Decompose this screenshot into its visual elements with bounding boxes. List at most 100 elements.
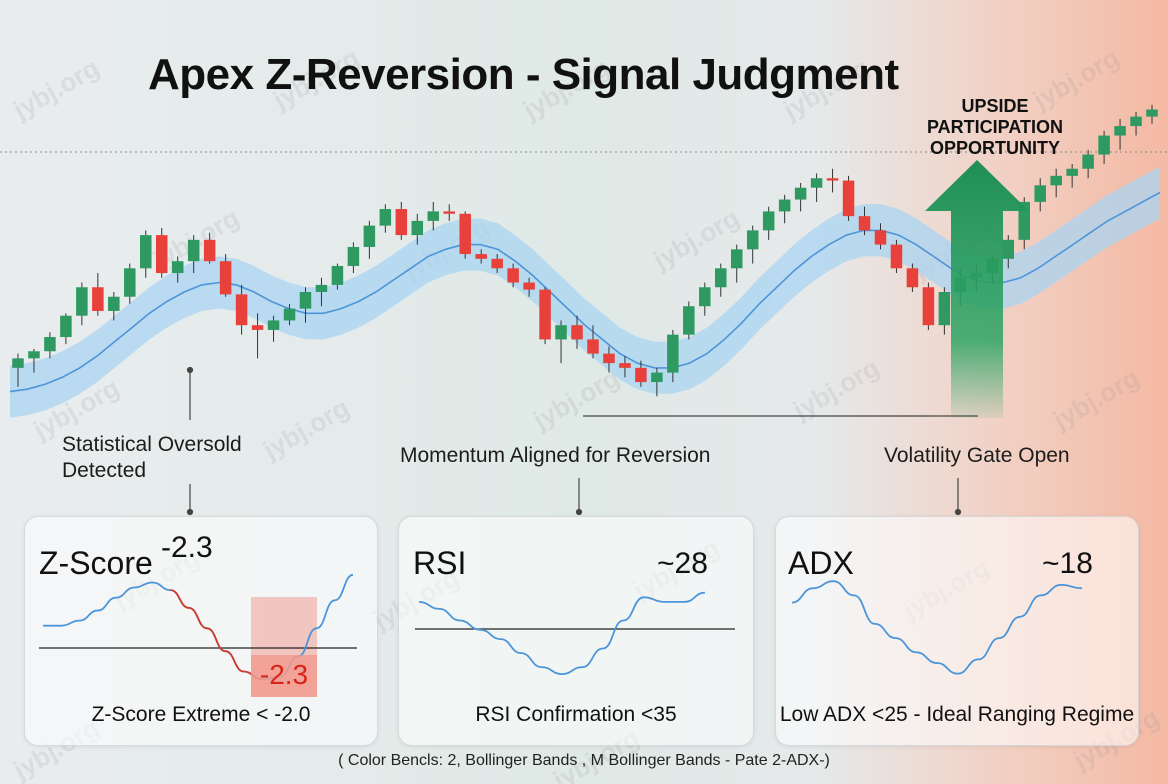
adx-value: ~18 — [1042, 547, 1093, 580]
upside-line-2: PARTICIPATION — [927, 117, 1063, 137]
candle-bullish — [76, 287, 88, 316]
watermark-text: jybj.org — [7, 52, 104, 125]
candle-bullish — [667, 334, 679, 373]
candle-bearish — [826, 178, 839, 181]
candle-bullish — [28, 351, 40, 359]
candle-bearish — [251, 325, 264, 330]
zscore-chart — [39, 573, 357, 697]
candle-bullish — [267, 320, 280, 330]
candle-bearish — [443, 211, 455, 214]
candle-bullish — [411, 220, 424, 236]
candle-bullish — [1002, 239, 1015, 259]
candle-bearish — [219, 261, 232, 295]
candle-bearish — [507, 268, 519, 283]
candle-bullish — [730, 249, 743, 269]
candle-bullish — [794, 187, 807, 200]
footer-note: ( Color Bencls: 2, Bollinger Bands , М B… — [338, 752, 830, 769]
candle-bullish — [683, 306, 695, 335]
adx-caption: Low ADX <25 - Ideal Ranging Regime — [779, 703, 1135, 726]
candle-bearish — [587, 339, 599, 354]
candle-bullish — [1098, 135, 1110, 155]
watermark-text: jybj.org — [787, 352, 884, 425]
candle-bullish — [1050, 175, 1062, 186]
candle-bullish — [778, 199, 791, 212]
candle-bearish — [203, 239, 216, 262]
candle-bullish — [12, 358, 24, 368]
oversold-line-1: Statistical Oversold — [62, 433, 242, 456]
upside-line-3: OPPORTUNITY — [929, 138, 1060, 158]
candle-bullish — [651, 372, 663, 383]
candle-bearish — [395, 209, 408, 236]
rsi-title: RSI — [413, 545, 467, 581]
candle-bearish — [858, 216, 871, 231]
zscore-marker-label: -2.3 — [259, 659, 309, 690]
candle-bearish — [603, 353, 615, 364]
candle-bullish — [1034, 185, 1046, 202]
zscore-marker-box — [251, 655, 317, 697]
candle-bearish — [619, 363, 631, 368]
candle-bullish — [299, 292, 312, 309]
candle-bullish — [108, 296, 120, 311]
candle-bullish — [1018, 201, 1030, 240]
oversold-annotation: Statistical Oversold Detected — [62, 432, 242, 484]
zscore-extreme-segment — [170, 589, 262, 681]
candle-bullish — [810, 178, 823, 188]
momentum-annotation: Momentum Aligned for Reversion — [400, 444, 711, 467]
candle-bullish — [363, 225, 376, 247]
candle-bearish — [571, 325, 583, 340]
candle-bearish — [523, 282, 535, 290]
candle-bullish — [315, 284, 328, 292]
rsi-chart — [415, 591, 735, 676]
candle-bearish — [539, 289, 551, 340]
adx-panel: ADX ~18 Low ADX <25 - Ideal Ranging Regi… — [775, 516, 1139, 746]
candle-bullish — [140, 235, 152, 269]
candle-bearish — [906, 268, 919, 288]
candle-bullish — [1082, 154, 1094, 169]
candle-bearish — [92, 287, 104, 311]
candle-bullish — [699, 287, 711, 307]
page-title: Apex Z-Reversion - Signal Judgment — [148, 50, 899, 99]
zscore-caption: Z-Score Extreme < -2.0 — [91, 703, 311, 726]
candle-bearish — [235, 294, 248, 326]
upside-arrow — [925, 160, 1029, 418]
candle-bullish — [555, 325, 567, 340]
watermark-text: jybj.org — [257, 392, 354, 465]
candle-bullish — [171, 261, 184, 274]
watermark-text: jybj.org — [1047, 362, 1144, 435]
candle-bearish — [922, 287, 935, 326]
zscore-title: Z-Score — [39, 545, 153, 581]
candle-bullish — [283, 308, 296, 321]
adx-chart — [791, 580, 1083, 675]
bollinger-band — [10, 166, 1160, 418]
watermark-text: jybj.org — [647, 202, 744, 275]
adx-line — [791, 580, 1083, 675]
candle-bullish — [1114, 126, 1126, 136]
candle-bullish — [44, 337, 56, 352]
rsi-line — [418, 591, 706, 676]
candle-bullish — [427, 211, 440, 221]
upside-line-1: UPSIDE — [961, 96, 1029, 116]
candle-bearish — [890, 244, 903, 269]
candle-bullish — [762, 211, 775, 231]
candle-bullish — [1130, 116, 1142, 127]
oversold-line-2: Detected — [62, 459, 147, 482]
candle-bullish — [347, 246, 360, 266]
candle-bearish — [491, 258, 503, 269]
upside-label: UPSIDE PARTICIPATION OPPORTUNITY — [900, 96, 1090, 159]
candle-bearish — [635, 367, 647, 383]
rsi-value: ~28 — [657, 547, 708, 580]
momentum-pointer-end — [575, 508, 583, 516]
candle-bullish — [331, 265, 344, 285]
candlestick-series — [12, 104, 1158, 397]
candle-bearish — [874, 230, 887, 245]
zscore-panel: Z-Score -2.3 -2.3 Z-Score Extreme < -2.0 — [24, 516, 378, 746]
oversold-pointer-dot — [186, 366, 194, 374]
candle-bearish — [459, 213, 471, 255]
candle-bearish — [475, 254, 487, 259]
candle-bullish — [379, 209, 392, 226]
oversold-pointer-end — [186, 508, 194, 516]
volatility-annotation: Volatility Gate Open — [884, 444, 1070, 467]
candle-bullish — [187, 239, 200, 262]
volatility-pointer-end — [954, 508, 962, 516]
